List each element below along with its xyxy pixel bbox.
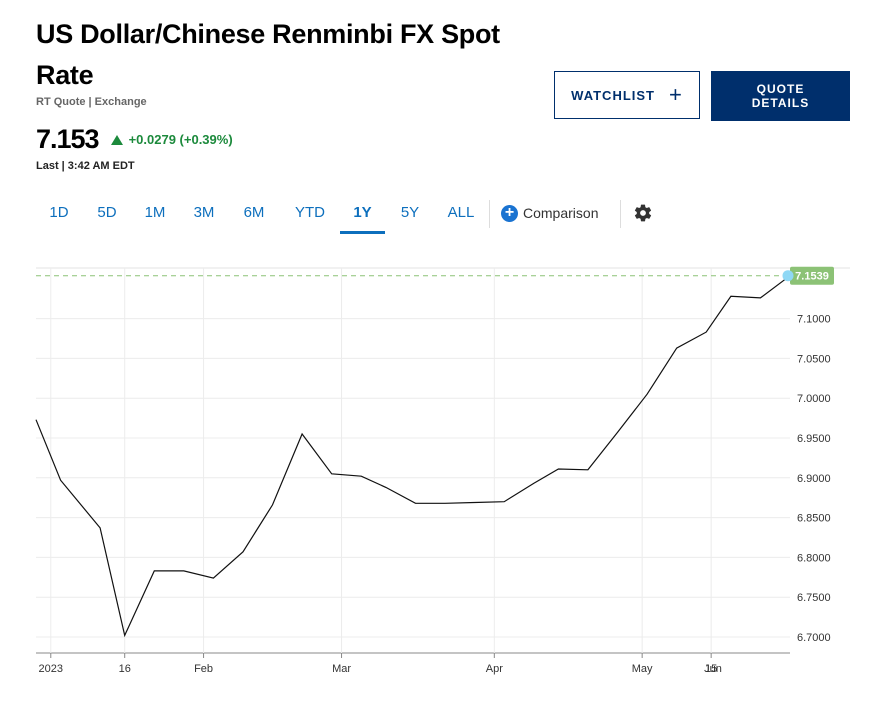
y-tick-label: 6.8000	[797, 552, 831, 564]
tab-all[interactable]: ALL	[447, 204, 475, 221]
comparison-label: Comparison	[523, 205, 599, 221]
tab-ytd[interactable]: YTD	[295, 204, 325, 221]
tab-5d[interactable]: 5D	[97, 204, 117, 221]
quote-details-button[interactable]: QUOTE DETAILS	[711, 71, 850, 121]
price-line	[35, 275, 791, 638]
tab-1d[interactable]: 1D	[49, 204, 69, 221]
price-change: +0.0279 (+0.39%)	[110, 132, 233, 147]
settings-divider	[620, 200, 621, 228]
y-tick-label: 6.7500	[797, 592, 831, 604]
x-tick-label: 16	[119, 663, 131, 675]
x-tick-label: 2023	[39, 663, 63, 675]
plus-icon: +	[669, 82, 683, 107]
tab-6m[interactable]: 6M	[243, 204, 265, 221]
quote-details-label: QUOTE DETAILS	[751, 82, 810, 110]
last-point-marker	[782, 270, 794, 282]
x-tick-label: Mar	[332, 663, 351, 675]
y-tick-label: 6.8500	[797, 513, 831, 525]
x-tick-label: Jun	[704, 663, 722, 675]
comparison-button[interactable]: + Comparison	[501, 196, 598, 230]
watchlist-button[interactable]: WATCHLIST +	[554, 71, 700, 119]
last-value-label: 7.1539	[795, 271, 829, 283]
x-tick-label: Apr	[486, 663, 503, 675]
x-tick-label: Feb	[194, 663, 213, 675]
watchlist-label: WATCHLIST	[571, 87, 655, 103]
x-tick-label: May	[632, 663, 653, 675]
last-updated: Last | 3:42 AM EDT	[36, 160, 135, 172]
y-tick-label: 6.9500	[797, 433, 831, 445]
quote-source: RT Quote | Exchange	[36, 96, 147, 108]
tab-1m[interactable]: 1M	[144, 204, 166, 221]
last-price: 7.153	[36, 124, 100, 154]
y-tick-label: 7.0500	[797, 353, 831, 365]
price-row: 7.153 +0.0279 (+0.39%)	[36, 124, 233, 155]
y-tick-label: 6.7000	[797, 632, 831, 644]
tab-3m[interactable]: 3M	[193, 204, 215, 221]
y-tick-label: 7.1000	[797, 314, 831, 326]
time-range-tabs: 1D 5D 1M 3M 6M YTD 1Y 5Y ALL + Compariso…	[36, 196, 676, 234]
y-tick-label: 7.0000	[797, 393, 831, 405]
tab-1y[interactable]: 1Y	[340, 196, 385, 234]
gear-icon[interactable]	[633, 203, 653, 223]
x-tick-label: 15	[705, 663, 717, 675]
change-value: +0.0279 (+0.39%)	[128, 132, 233, 147]
tabs-divider	[489, 200, 490, 228]
y-tick-label: 6.9000	[797, 473, 831, 485]
plus-circle-icon: +	[501, 204, 518, 222]
tab-5y[interactable]: 5Y	[400, 204, 420, 221]
up-arrow-icon	[110, 134, 123, 145]
page-title: US Dollar/Chinese Renminbi FX Spot Rate	[36, 19, 500, 90]
last-value-badge	[790, 266, 834, 285]
